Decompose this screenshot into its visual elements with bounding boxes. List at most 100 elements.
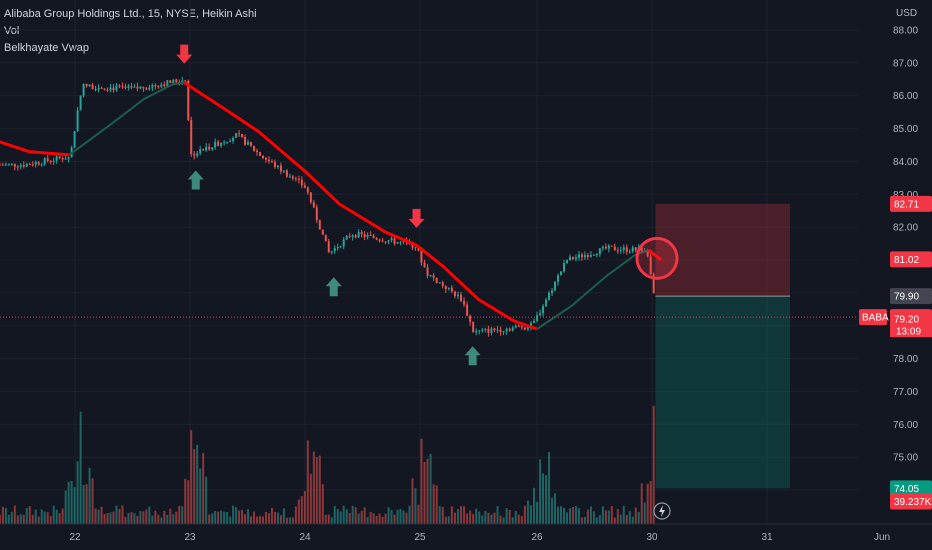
volume-bar <box>253 511 256 524</box>
candle <box>333 248 336 252</box>
volume-bar <box>7 514 10 524</box>
candle <box>205 146 208 151</box>
candle <box>309 192 312 203</box>
legend-vol[interactable]: Vol <box>4 25 20 37</box>
time-tick-label: 25 <box>414 532 426 543</box>
volume-bar <box>49 516 52 524</box>
candle <box>259 152 261 156</box>
candle <box>112 87 115 91</box>
candle <box>610 245 613 247</box>
volume-bar <box>211 513 214 524</box>
candle <box>484 328 487 330</box>
candle <box>562 263 565 272</box>
candle <box>649 256 652 275</box>
volume-bar <box>444 516 447 524</box>
up-arrow-icon <box>464 346 481 366</box>
candle <box>390 238 393 241</box>
volume-bar <box>58 513 61 524</box>
volume-bar <box>309 473 312 524</box>
volume-bar <box>187 480 190 524</box>
volume-bar <box>321 484 324 524</box>
candle <box>49 160 52 162</box>
volume-bar <box>460 506 463 524</box>
price-axis[interactable]: USD 88.00 87.00 86.00 85.00 84.00 83.00 82.00 81… <box>858 0 932 550</box>
volume-bar <box>10 511 13 524</box>
candle <box>601 246 604 249</box>
volume-bar <box>31 514 34 524</box>
position-tool[interactable] <box>0 203 858 489</box>
price-axis-bg <box>858 0 932 550</box>
volume-bar <box>336 508 339 524</box>
candle <box>181 80 184 83</box>
candle <box>166 80 169 86</box>
volume-bar <box>511 517 514 524</box>
candle <box>22 165 25 167</box>
price-tag-label: 39.237K <box>894 497 932 508</box>
candle <box>399 241 402 243</box>
volume-bar <box>64 490 67 524</box>
legend-indicator[interactable]: Belkhayate Vwap <box>4 42 89 54</box>
volume-bar <box>577 508 580 524</box>
candle <box>460 294 463 302</box>
candle <box>496 329 499 331</box>
candle <box>466 304 469 316</box>
legend-title[interactable]: Alibaba Group Holdings Ltd., 15, NYSE, H… <box>4 8 257 20</box>
volume-bar <box>533 487 536 524</box>
time-axis[interactable]: 22 23 24 25 26 30 31 Jun <box>0 523 932 550</box>
volume-bar <box>411 478 414 524</box>
candle <box>315 207 318 221</box>
price-tag <box>890 311 932 328</box>
price-tick-label: 78.00 <box>893 354 918 365</box>
volume-bar <box>536 502 539 524</box>
candle <box>351 235 354 237</box>
volume-bar <box>481 515 484 524</box>
volume-bar <box>19 514 22 524</box>
volume-bar <box>306 440 309 524</box>
candle <box>423 262 426 268</box>
volume-bar <box>369 511 372 524</box>
candle <box>127 86 130 88</box>
volume-bar <box>300 496 303 524</box>
candle <box>634 247 637 251</box>
candle <box>19 165 22 167</box>
volume-bar <box>88 467 91 524</box>
candle <box>475 331 478 333</box>
volume-bar <box>557 506 560 524</box>
volume-bar <box>163 510 166 524</box>
candle <box>360 232 363 235</box>
volume-bar <box>217 511 220 524</box>
candle <box>598 248 601 255</box>
volume-bar <box>517 514 520 524</box>
volume-bar <box>450 506 453 524</box>
volume-bar <box>291 517 294 524</box>
volume-bar <box>610 506 613 524</box>
volume-bar <box>529 505 532 524</box>
volume-bar <box>303 491 306 524</box>
volume-bar <box>235 507 238 524</box>
candle <box>586 255 589 257</box>
candle <box>345 235 348 240</box>
volume-bar <box>166 514 169 524</box>
volume-bar <box>396 509 399 524</box>
price-tick-label: 75.00 <box>893 453 918 464</box>
candle <box>163 84 166 86</box>
volume-bar <box>387 507 390 524</box>
candle <box>318 220 321 230</box>
volume-bar <box>151 515 154 524</box>
candle <box>577 254 580 258</box>
price-tick-label: 84.00 <box>893 157 918 168</box>
volume-bar <box>505 508 508 524</box>
volume-bar <box>13 505 16 524</box>
candle <box>354 235 357 238</box>
candle <box>106 89 109 91</box>
volume-bar <box>294 506 297 524</box>
candle <box>619 249 622 251</box>
candle <box>441 282 444 286</box>
volume-bar <box>124 516 127 524</box>
volume-bar <box>109 512 112 524</box>
volume-bar <box>259 515 261 524</box>
price-tick-label: 76.00 <box>893 420 918 431</box>
volume-bar <box>127 512 130 524</box>
volume-bar <box>28 506 31 524</box>
